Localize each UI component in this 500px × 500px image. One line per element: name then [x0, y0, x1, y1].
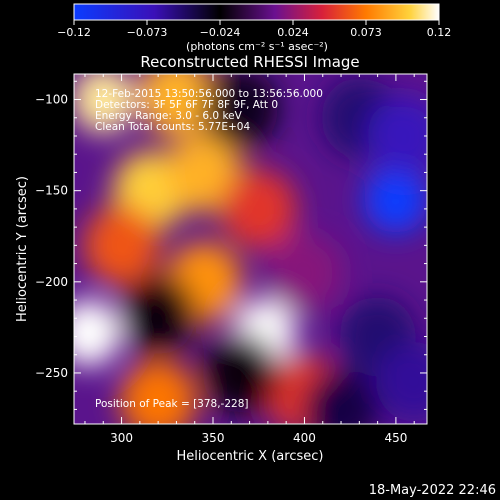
- colorbar-tick-label: 0.024: [277, 26, 309, 39]
- annotation-peak: Position of Peak = [378,-228]: [95, 398, 249, 410]
- heatmap-blob: [220, 168, 297, 249]
- annotation-time-range: 12-Feb-2015 13:50:56.000 to 13:56:56.000: [95, 88, 323, 100]
- annotation-energy: Energy Range: 3.0 - 6.0 keV: [95, 110, 243, 122]
- heatmap-blob: [202, 74, 279, 149]
- chart-title: Reconstructed RHESSI Image: [140, 53, 359, 71]
- heatmap-blob: [74, 74, 136, 134]
- heatmap-blob: [363, 166, 427, 234]
- y-tick-label: −250: [35, 366, 68, 380]
- heatmap-blob: [376, 342, 427, 422]
- x-axis-label: Heliocentric X (arcsec): [177, 449, 324, 464]
- axis-ticks: 300 350 400 450 −100 −150 −200 −250: [35, 74, 427, 445]
- heatmap-blob: [138, 74, 215, 136]
- heatmap-blob: [202, 333, 279, 413]
- y-axis-label: Heliocentric Y (arcsec): [15, 176, 30, 322]
- heatmap-blob: [367, 96, 427, 176]
- y-tick-label: −100: [35, 93, 68, 107]
- annotation-detectors: Detectors: 3F 5F 6F 7F 8F 9F, Att 0: [95, 99, 278, 111]
- colorbar-tick-label: −0.12: [57, 26, 91, 39]
- heatmap-blob: [165, 132, 242, 213]
- annotation-block: 12-Feb-2015 13:50:56.000 to 13:56:56.000…: [95, 88, 323, 410]
- colorbar-tick-label: 0.073: [350, 26, 382, 39]
- heatmap-blob: [120, 274, 197, 355]
- heatmap-blob: [120, 360, 197, 424]
- colorbar: [73, 3, 440, 21]
- heatmap-blob: [303, 369, 380, 424]
- colorbar-ticks: −0.12 −0.073 −0.024 0.024 0.073 0.12: [57, 20, 451, 39]
- colorbar-tick-label: −0.073: [127, 26, 168, 39]
- y-tick-label: −150: [35, 184, 68, 198]
- plot-frame: [73, 73, 428, 425]
- x-tick-label: 300: [110, 431, 133, 445]
- x-tick-label: 350: [202, 431, 225, 445]
- heatmap-blob: [266, 232, 343, 313]
- y-tick-label: −200: [35, 275, 68, 289]
- annotation-clean: Clean Total counts: 5.77E+04: [95, 121, 250, 133]
- colorbar-tick-label: −0.024: [200, 26, 241, 39]
- colorbar-units-label: (photons cm⁻² s⁻¹ asec⁻²): [186, 40, 328, 53]
- footer-timestamp: 18-May-2022 22:46: [369, 483, 496, 498]
- colorbar-tick-label: 0.12: [427, 26, 452, 39]
- heatmap-image: [74, 74, 427, 424]
- x-tick-label: 400: [293, 431, 316, 445]
- x-tick-label: 450: [384, 431, 407, 445]
- heatmap-blob: [74, 299, 121, 367]
- heatmap-blob: [83, 205, 160, 286]
